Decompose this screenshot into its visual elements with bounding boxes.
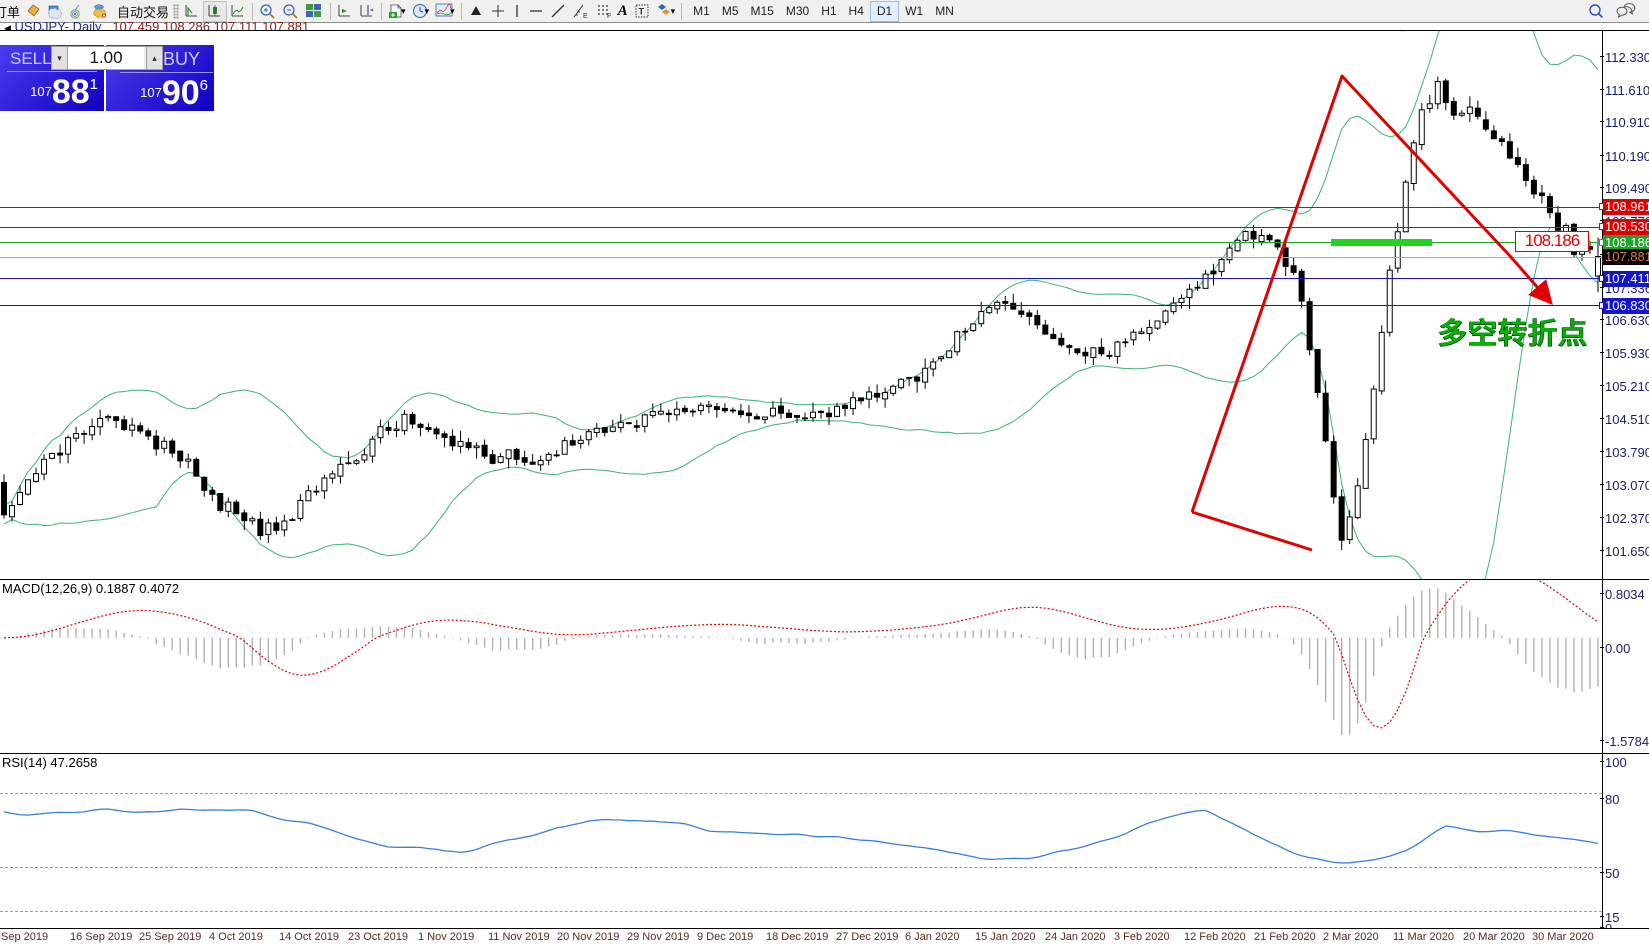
svg-text:T: T [638, 7, 644, 17]
svg-text:E: E [583, 13, 588, 19]
svg-text:F: F [607, 13, 611, 19]
